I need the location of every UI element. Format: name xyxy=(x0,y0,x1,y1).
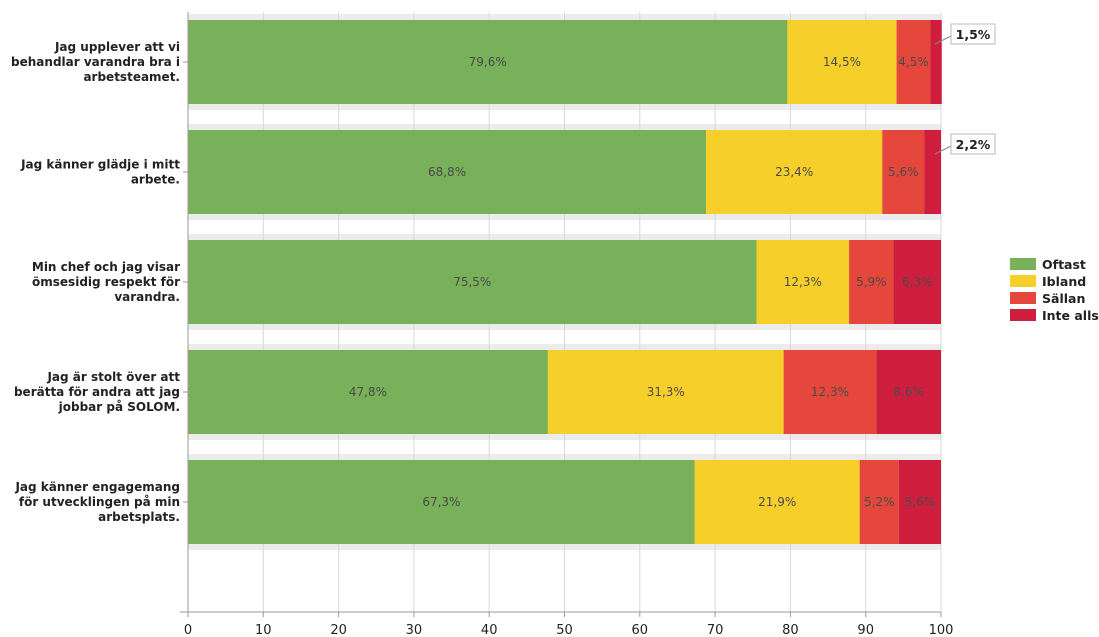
legend-label: Sällan xyxy=(1042,291,1085,306)
callout-leader xyxy=(934,35,952,45)
legend-swatch xyxy=(1010,275,1036,287)
callout-box xyxy=(950,23,996,45)
bar-segment xyxy=(706,130,883,214)
x-tick-label: 40 xyxy=(481,623,498,637)
legend-label: Oftast xyxy=(1042,257,1086,272)
bar-segment xyxy=(756,240,850,324)
segment-labels: 79,6% 14,5% 4,5% 68,8% 23,4% 5,6% 75,5% 12,3% 5,… xyxy=(349,55,935,509)
bar-segment xyxy=(882,130,925,214)
bar-segment xyxy=(859,460,899,544)
category-label: Jag är stolt över att berätta för andra a… xyxy=(14,370,180,414)
data-label: 21,9% xyxy=(758,495,796,509)
bar-segment xyxy=(896,20,931,104)
data-label: 31,3% xyxy=(647,385,685,399)
bar-segment xyxy=(924,130,941,214)
data-label: 4,5% xyxy=(898,55,929,69)
legend-swatch xyxy=(1010,309,1036,321)
data-label: 23,4% xyxy=(775,165,813,179)
data-label: 68,8% xyxy=(428,165,466,179)
callout-leader xyxy=(934,145,952,155)
x-tick-label: 10 xyxy=(255,623,272,637)
category-labels: Jag upplever att vi behandlar varandra br… xyxy=(11,40,188,524)
x-tick-label: 30 xyxy=(406,623,423,637)
bar-segment xyxy=(694,460,860,544)
bar-segment xyxy=(547,350,784,434)
data-label: 12,3% xyxy=(811,385,849,399)
bar-segment xyxy=(188,20,788,104)
x-tick-label: 70 xyxy=(707,623,724,637)
data-label: 47,8% xyxy=(349,385,387,399)
x-tick-label: 20 xyxy=(330,623,347,637)
bar-segment xyxy=(898,460,941,544)
category-label: Min chef och jag visar ömsesidig respekt … xyxy=(32,260,180,304)
data-label: 5,6% xyxy=(888,165,919,179)
legend-swatch xyxy=(1010,258,1036,270)
bar-segment xyxy=(783,350,877,434)
data-label: 67,3% xyxy=(422,495,460,509)
category-label: Jag känner glädje i mitt arbete. xyxy=(20,158,180,187)
x-tick-label: 100 xyxy=(929,623,954,637)
bar-segment xyxy=(849,240,894,324)
callouts: 1,5% 2,2% xyxy=(934,23,996,155)
data-label: 6,3% xyxy=(902,275,933,289)
bar-segment xyxy=(188,130,707,214)
x-tick-label: 0 xyxy=(184,623,192,637)
bar-segment xyxy=(893,240,941,324)
data-label: 79,6% xyxy=(469,55,507,69)
bar-segment xyxy=(787,20,897,104)
legend-swatch xyxy=(1010,292,1036,304)
bar-segment xyxy=(876,350,941,434)
x-tick-label: 80 xyxy=(782,623,799,637)
data-label: 5,6% xyxy=(905,495,936,509)
x-tick-label: 50 xyxy=(556,623,573,637)
category-label: Jag upplever att vi behandlar varandra br… xyxy=(11,40,180,84)
callout-label: 2,2% xyxy=(956,137,991,152)
callout-label: 1,5% xyxy=(956,27,991,42)
data-label: 8,6% xyxy=(893,385,924,399)
bar-segment xyxy=(188,460,695,544)
x-tick-label: 90 xyxy=(857,623,874,637)
data-label: 14,5% xyxy=(823,55,861,69)
legend-label: Inte alls xyxy=(1042,308,1099,323)
data-label: 75,5% xyxy=(453,275,491,289)
bar-segment xyxy=(188,350,548,434)
data-label: 5,2% xyxy=(864,495,895,509)
x-axis: 0 10 20 30 40 50 60 70 80 90 100 xyxy=(180,12,953,637)
bar-segments xyxy=(188,20,942,544)
callout-box xyxy=(950,133,996,155)
category-label: Jag känner engagemang för utvecklingen på… xyxy=(14,480,180,524)
x-tick-label: 60 xyxy=(632,623,649,637)
data-label: 12,3% xyxy=(784,275,822,289)
data-label: 5,9% xyxy=(856,275,887,289)
legend-label: Ibland xyxy=(1042,274,1086,289)
bar-segment xyxy=(188,240,757,324)
bar-segment xyxy=(930,20,942,104)
legend: Oftast Ibland Sällan Inte alls xyxy=(1010,257,1099,323)
